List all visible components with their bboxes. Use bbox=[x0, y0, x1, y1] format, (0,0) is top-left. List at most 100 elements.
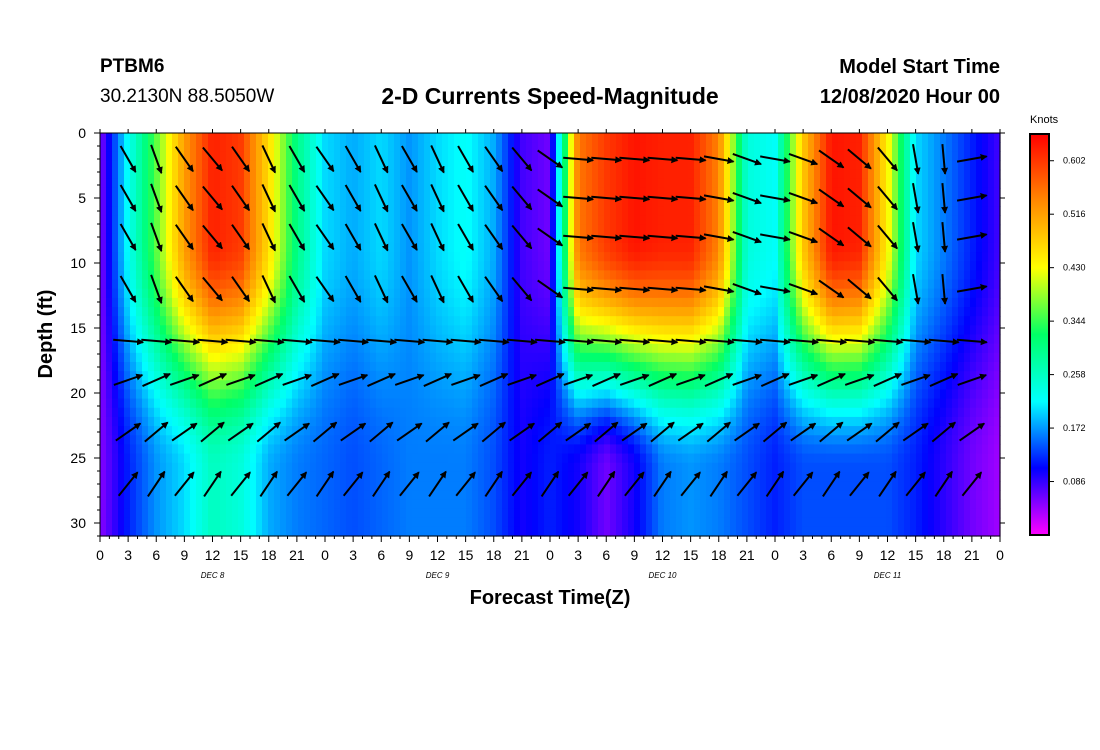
heatmap-cell bbox=[202, 151, 209, 162]
heatmap-cell bbox=[268, 261, 275, 271]
heatmap-cell bbox=[490, 499, 497, 510]
heatmap-cell bbox=[748, 380, 755, 391]
heatmap-cell bbox=[706, 307, 713, 317]
heatmap-cell bbox=[742, 279, 749, 290]
heatmap-cell bbox=[406, 316, 413, 326]
heatmap-cell bbox=[478, 242, 485, 253]
heatmap-cell bbox=[490, 178, 497, 189]
heatmap-cell bbox=[718, 343, 725, 354]
heatmap-cell bbox=[214, 169, 221, 180]
heatmap-cell bbox=[658, 499, 665, 510]
heatmap-cell bbox=[556, 435, 563, 446]
heatmap-cell bbox=[544, 481, 551, 491]
heatmap-cell bbox=[250, 416, 257, 427]
heatmap-cell bbox=[238, 471, 245, 482]
heatmap-cell bbox=[208, 316, 215, 326]
heatmap-cell bbox=[724, 325, 731, 336]
heatmap-cell bbox=[304, 242, 311, 253]
heatmap-cell bbox=[730, 508, 737, 519]
heatmap-cell bbox=[592, 490, 599, 500]
heatmap-cell bbox=[202, 444, 209, 455]
heatmap-cell bbox=[520, 389, 527, 400]
heatmap-cell bbox=[436, 481, 443, 491]
heatmap-cell bbox=[652, 380, 659, 391]
heatmap-cell bbox=[232, 389, 239, 400]
heatmap-cell bbox=[238, 160, 245, 171]
heatmap-cell bbox=[676, 233, 683, 244]
heatmap-cell bbox=[706, 197, 713, 207]
heatmap-cell bbox=[466, 233, 473, 244]
heatmap-cell bbox=[610, 242, 617, 253]
heatmap-cell bbox=[736, 160, 743, 171]
heatmap-cell bbox=[754, 187, 761, 198]
heatmap-cell bbox=[202, 499, 209, 510]
heatmap-cell bbox=[460, 242, 467, 253]
heatmap-cell bbox=[226, 426, 233, 436]
heatmap-cell bbox=[430, 133, 437, 143]
heatmap-cell bbox=[400, 297, 407, 308]
heatmap-cell bbox=[484, 334, 491, 345]
heatmap-cell bbox=[562, 453, 569, 464]
heatmap-cell bbox=[256, 389, 263, 400]
heatmap-cell bbox=[604, 261, 611, 271]
heatmap-cell bbox=[598, 297, 605, 308]
heatmap-cell bbox=[340, 197, 347, 207]
heatmap-cell bbox=[742, 261, 749, 271]
heatmap-cell bbox=[370, 361, 377, 372]
heatmap-cell bbox=[232, 334, 239, 345]
heatmap-cell bbox=[334, 206, 341, 217]
heatmap-cell bbox=[100, 261, 107, 271]
heatmap-cell bbox=[670, 261, 677, 271]
heatmap-cell bbox=[574, 407, 581, 418]
heatmap-cell bbox=[490, 270, 497, 281]
heatmap-cell bbox=[520, 508, 527, 519]
heatmap-cell bbox=[604, 252, 611, 262]
heatmap-cell bbox=[640, 508, 647, 519]
heatmap-cell bbox=[736, 380, 743, 391]
heatmap-cell bbox=[448, 215, 455, 226]
heatmap-cell bbox=[628, 462, 635, 473]
heatmap-cell bbox=[556, 178, 563, 189]
heatmap-cell bbox=[202, 233, 209, 244]
heatmap-cell bbox=[676, 325, 683, 336]
heatmap-cell bbox=[628, 389, 635, 400]
heatmap-cell bbox=[490, 361, 497, 372]
heatmap-cell bbox=[124, 380, 131, 391]
heatmap-cell bbox=[748, 361, 755, 372]
heatmap-cell bbox=[142, 261, 149, 271]
heatmap-cell bbox=[220, 242, 227, 253]
heatmap-cell bbox=[634, 288, 641, 299]
heatmap-cell bbox=[580, 169, 587, 180]
heatmap-cell bbox=[154, 343, 161, 354]
heatmap-cell bbox=[484, 316, 491, 326]
heatmap-cell bbox=[514, 361, 521, 372]
heatmap-cell bbox=[400, 242, 407, 253]
heatmap-cell bbox=[754, 416, 761, 427]
heatmap-cell bbox=[682, 206, 689, 217]
heatmap-cell bbox=[196, 169, 203, 180]
heatmap-cell bbox=[682, 270, 689, 281]
heatmap-cell bbox=[490, 224, 497, 235]
heatmap-cell bbox=[442, 499, 449, 510]
heatmap-cell bbox=[688, 508, 695, 519]
heatmap-cell bbox=[214, 343, 221, 354]
heatmap-cell bbox=[706, 462, 713, 473]
heatmap-cell bbox=[748, 169, 755, 180]
heatmap-cell bbox=[634, 133, 641, 143]
heatmap-cell bbox=[520, 215, 527, 226]
heatmap-cell bbox=[460, 508, 467, 519]
heatmap-cell bbox=[580, 142, 587, 152]
heatmap-cell bbox=[598, 160, 605, 171]
heatmap-cell bbox=[220, 197, 227, 207]
heatmap-cell bbox=[580, 371, 587, 381]
station-id: PTBM6 bbox=[100, 56, 165, 77]
heatmap-cell bbox=[760, 169, 767, 180]
heatmap-cell bbox=[166, 462, 173, 473]
heatmap-cell bbox=[532, 499, 539, 510]
heatmap-cell bbox=[334, 407, 341, 418]
heatmap-cell bbox=[490, 169, 497, 180]
heatmap-cell bbox=[568, 242, 575, 253]
heatmap-cell bbox=[118, 197, 125, 207]
heatmap-cell bbox=[712, 242, 719, 253]
heatmap-cell bbox=[706, 352, 713, 363]
